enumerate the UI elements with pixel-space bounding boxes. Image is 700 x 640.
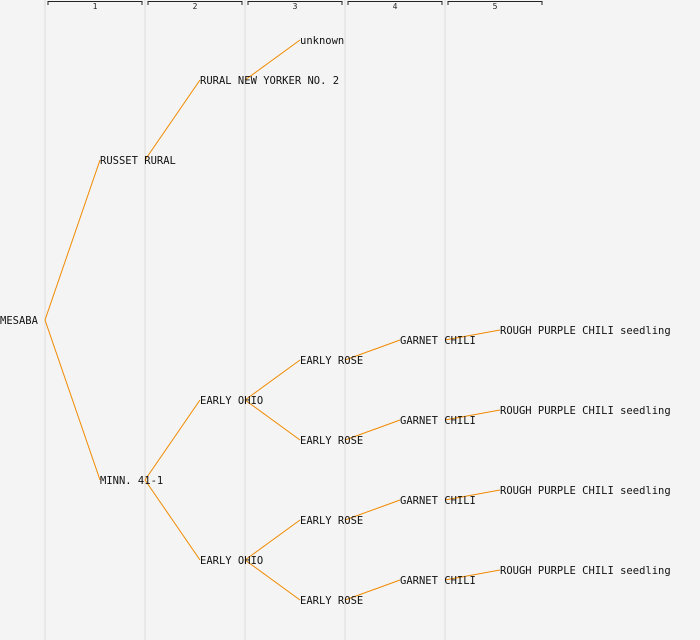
generation-1-label: 1 [93, 2, 98, 11]
node-label-gen-3: EARLY ROSE [300, 595, 363, 607]
node-label-gen-3: EARLY ROSE [300, 355, 363, 367]
tree-edge [444, 569, 501, 581]
generation-3-bracket [247, 1, 343, 5]
tree-edge [244, 559, 301, 601]
node-label-gen-5: ROUGH PURPLE CHILI seedling [500, 485, 671, 497]
tree-edge [344, 579, 401, 601]
node-label-gen-3: EARLY ROSE [300, 515, 363, 527]
node-label-gen-2: EARLY OHIO [200, 555, 263, 567]
tree-edges [44, 39, 501, 601]
generation-1-bracket [47, 1, 143, 5]
tree-edge [44, 319, 101, 481]
node-label-gen-5: ROUGH PURPLE CHILI seedling [500, 325, 671, 337]
generation-5-label: 5 [493, 2, 498, 11]
node-label-gen-2: EARLY OHIO [200, 395, 263, 407]
generation-columns [44, 0, 446, 640]
tree-edge [44, 159, 101, 321]
tree-edge [344, 339, 401, 361]
tree-edge [244, 519, 301, 561]
generation-4-label: 4 [393, 2, 398, 11]
node-label-gen-5: ROUGH PURPLE CHILI seedling [500, 565, 671, 577]
node-label-gen-3: EARLY ROSE [300, 435, 363, 447]
tree-edge [444, 409, 501, 421]
tree-edge [144, 479, 201, 561]
generation-4-bracket [347, 1, 443, 5]
tree-edge [244, 359, 301, 401]
tree-edge [244, 399, 301, 441]
node-label-gen-2: RURAL NEW YORKER NO. 2 [200, 75, 339, 87]
tree-edge [144, 79, 201, 161]
generation-2-label: 2 [193, 2, 198, 11]
tree-edge [444, 329, 501, 341]
generation-5-bracket [447, 1, 543, 5]
node-label-gen-4: GARNET CHILI [400, 335, 476, 347]
node-label-gen-3: unknown [300, 35, 344, 47]
generation-2-bracket [147, 1, 243, 5]
generation-headers: 1 2 3 4 5 [47, 1, 543, 11]
node-label-gen-0: MESABA [0, 315, 39, 327]
generation-3-label: 3 [293, 2, 298, 11]
node-label-gen-1: MINN. 41-1 [100, 475, 163, 487]
node-label-gen-4: GARNET CHILI [400, 415, 476, 427]
node-label-gen-4: GARNET CHILI [400, 495, 476, 507]
tree-edge [344, 499, 401, 521]
tree-edge [244, 39, 301, 81]
tree-edge [444, 489, 501, 501]
tree-edge [344, 419, 401, 441]
tree-edge [144, 399, 201, 481]
tree-nodes: MESABA RUSSET RURAL RURAL NEW YORKER NO. 2… [0, 35, 671, 607]
node-label-gen-5: ROUGH PURPLE CHILI seedling [500, 405, 671, 417]
node-label-gen-1: RUSSET RURAL [100, 155, 176, 167]
node-label-gen-4: GARNET CHILI [400, 575, 476, 587]
